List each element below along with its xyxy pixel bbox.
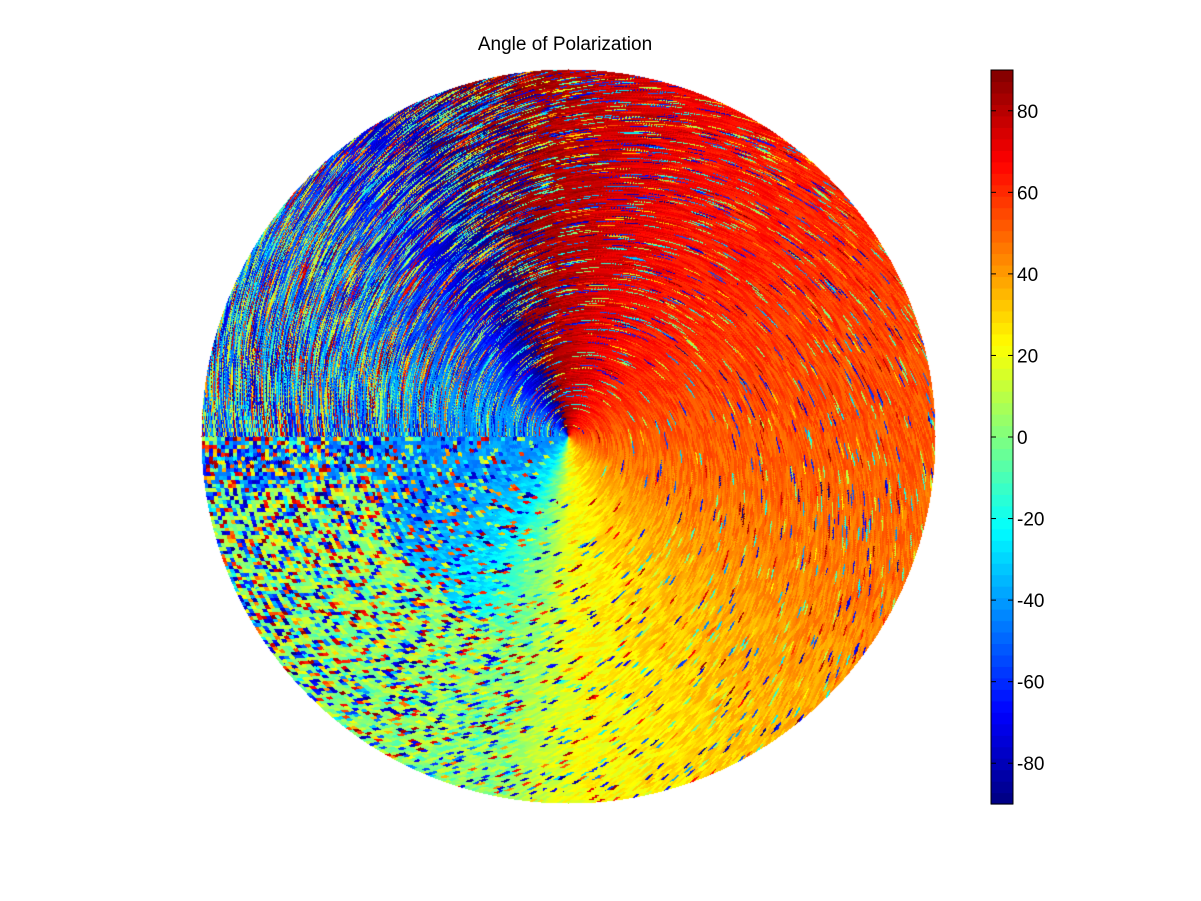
colorbar-segment	[991, 723, 1013, 736]
colorbar-segment	[991, 276, 1013, 289]
colorbar-segment	[991, 654, 1013, 667]
colorbar-segment	[991, 574, 1013, 587]
colorbar-segment	[991, 792, 1013, 805]
colorbar-segment	[991, 712, 1013, 725]
colorbar-segment	[991, 322, 1013, 335]
colorbar-segment	[991, 597, 1013, 610]
colorbar-segment	[991, 414, 1013, 427]
colorbar-tick-label: 40	[1017, 265, 1038, 286]
colorbar-segment	[991, 528, 1013, 541]
colorbar-tick-label: 60	[1017, 183, 1038, 204]
colorbar-segment	[991, 689, 1013, 702]
colorbar-segment	[991, 448, 1013, 461]
colorbar-segment	[991, 505, 1013, 518]
colorbar-segment	[991, 207, 1013, 220]
colorbar-segment	[991, 299, 1013, 312]
colorbar-segment	[991, 700, 1013, 713]
colorbar-segment	[991, 620, 1013, 633]
colorbar-segment	[991, 746, 1013, 759]
colorbar-segment	[991, 402, 1013, 415]
chart-title: Angle of Polarization	[477, 34, 653, 55]
colorbar-segment	[991, 92, 1013, 106]
colorbar-segment	[991, 196, 1013, 209]
colorbar-segment	[991, 781, 1013, 794]
colorbar-tick-label: 0	[1017, 428, 1028, 449]
colorbar-segment	[991, 471, 1013, 484]
colorbar-segment	[991, 540, 1013, 553]
colorbar-segment	[991, 517, 1013, 530]
colorbar-segment	[991, 609, 1013, 622]
colorbar-segment	[991, 459, 1013, 473]
colorbar-segment	[991, 482, 1013, 495]
colorbar-segment	[991, 150, 1013, 163]
polar-pixel-map	[200, 68, 936, 804]
colorbar-segment	[991, 586, 1013, 599]
colorbar-segment	[991, 494, 1013, 507]
colorbar-segment	[991, 173, 1013, 186]
colorbar-segment	[991, 184, 1013, 197]
colorbar-segment	[991, 333, 1013, 346]
colorbar-segment	[991, 138, 1013, 151]
colorbar-tick-label: -40	[1017, 591, 1044, 612]
colorbar-segment	[991, 230, 1013, 243]
colorbar-segment	[991, 563, 1013, 576]
colorbar-segment	[991, 643, 1013, 656]
colorbar-segment	[991, 161, 1013, 174]
colorbar-segment	[991, 437, 1013, 450]
colorbar-tick-label: -60	[1017, 673, 1044, 694]
colorbar-segment	[991, 310, 1013, 323]
colorbar-segment	[991, 81, 1013, 94]
colorbar-segment	[991, 758, 1013, 771]
colorbar-tick-label: 80	[1017, 102, 1038, 123]
colorbar-segment	[991, 631, 1013, 645]
colorbar-segment	[991, 115, 1013, 128]
colorbar-segment	[991, 769, 1013, 782]
colorbar-segment	[991, 551, 1013, 564]
colorbar-segment	[991, 735, 1013, 748]
colorbar-segment	[991, 677, 1013, 690]
colorbar-segment	[991, 368, 1013, 381]
colorbar-segment	[991, 345, 1013, 358]
colorbar-segment	[991, 127, 1013, 140]
colorbar-segment	[991, 104, 1013, 117]
colorbar-tick-label: -80	[1017, 754, 1044, 775]
colorbar: 80 60 40 20 0 -20 -40 -60 -80	[990, 69, 1044, 805]
colorbar-segment	[991, 264, 1013, 278]
colorbar-segment	[991, 425, 1013, 438]
colorbar-segment	[991, 391, 1013, 404]
colorbar-segment	[991, 356, 1013, 369]
colorbar-segment	[991, 242, 1013, 255]
colorbar-segment	[991, 219, 1013, 232]
colorbar-segment	[991, 70, 1013, 83]
colorbar-segment	[991, 253, 1013, 266]
colorbar-segment	[991, 379, 1013, 392]
colorbar-tick-label: 20	[1017, 346, 1038, 367]
colorbar-segment	[991, 287, 1013, 300]
colorbar-tick-label: -20	[1017, 510, 1044, 531]
colorbar-segment	[991, 666, 1013, 679]
